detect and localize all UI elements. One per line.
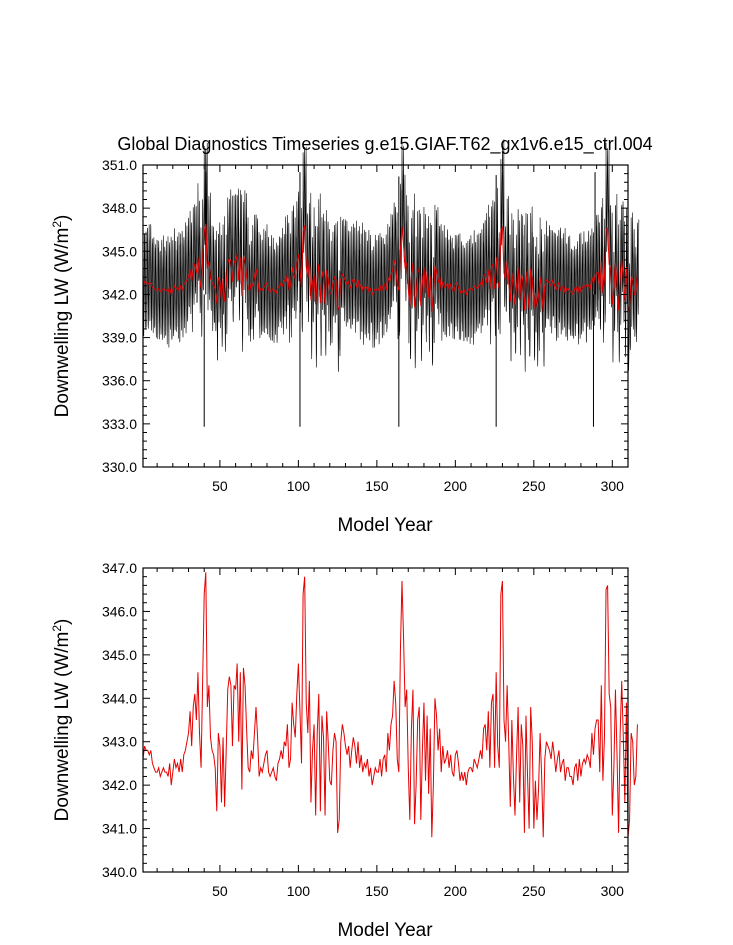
x-tick-label: 250 (522, 883, 546, 899)
x-tick-label: 150 (365, 883, 389, 899)
x-tick-label: 200 (444, 478, 468, 494)
x-tick-label: 50 (212, 478, 228, 494)
top-y-axis-title: Downwelling LW (W/m2) (50, 215, 73, 418)
bottom-annual-series (142, 572, 638, 838)
bottom-x-axis-title: Model Year (337, 920, 433, 941)
y-tick-label: 348.0 (102, 200, 137, 216)
y-tick-label: 333.0 (102, 416, 137, 432)
x-tick-label: 150 (365, 478, 389, 494)
y-tick-label: 343.0 (102, 734, 137, 750)
top-plot-frame (142, 164, 629, 468)
chart-title: Global Diagnostics Timeseries g.e15.GIAF… (117, 134, 652, 155)
bottom-axes-ticks (143, 567, 628, 873)
y-tick-label: 340.0 (102, 864, 137, 880)
bottom-y-axis-title: Downwelling LW (W/m2) (50, 619, 73, 822)
bottom-y-tick-labels: 340.0 341.0 342.0 343.0 344.0 345.0 346.0 347.0 (102, 560, 137, 880)
x-tick-label: 300 (601, 478, 625, 494)
x-tick-label: 100 (287, 883, 311, 899)
y-tick-label: 339.0 (102, 330, 137, 346)
y-tick-label: 342.0 (102, 286, 137, 302)
top-axes-ticks (143, 164, 628, 468)
y-tick-label: 347.0 (102, 560, 137, 576)
x-tick-label: 300 (601, 883, 625, 899)
y-tick-label: 346.0 (102, 603, 137, 619)
x-tick-label: 50 (212, 883, 228, 899)
top-monthly-line (142, 139, 640, 372)
bottom-plot-frame (142, 567, 629, 873)
y-tick-label: 330.0 (102, 459, 137, 475)
y-tick-label: 344.0 (102, 690, 137, 706)
y-tick-label: 351.0 (102, 157, 137, 173)
y-tick-label: 336.0 (102, 373, 137, 389)
panel-top: 330.0 333.0 336.0 339.0 342.0 345.0 348.0 351.0… (50, 139, 640, 536)
y-tick-label: 342.0 (102, 777, 137, 793)
x-tick-label: 200 (444, 883, 468, 899)
top-monthly-series (142, 139, 640, 427)
y-tick-label: 345.0 (102, 243, 137, 259)
top-annual-series (142, 223, 638, 312)
x-tick-label: 250 (522, 478, 546, 494)
y-tick-label: 345.0 (102, 647, 137, 663)
top-x-axis-title: Model Year (337, 515, 433, 536)
panel-bottom: 340.0 341.0 342.0 343.0 344.0 345.0 346.0 347.0… (50, 560, 638, 941)
bottom-x-tick-labels: 50 100 150 200 250 300 (212, 883, 624, 899)
x-tick-label: 100 (287, 478, 311, 494)
y-tick-label: 341.0 (102, 821, 137, 837)
top-x-tick-labels: 50 100 150 200 250 300 (212, 478, 624, 494)
top-y-tick-labels: 330.0 333.0 336.0 339.0 342.0 345.0 348.0 351.0 (102, 157, 137, 475)
